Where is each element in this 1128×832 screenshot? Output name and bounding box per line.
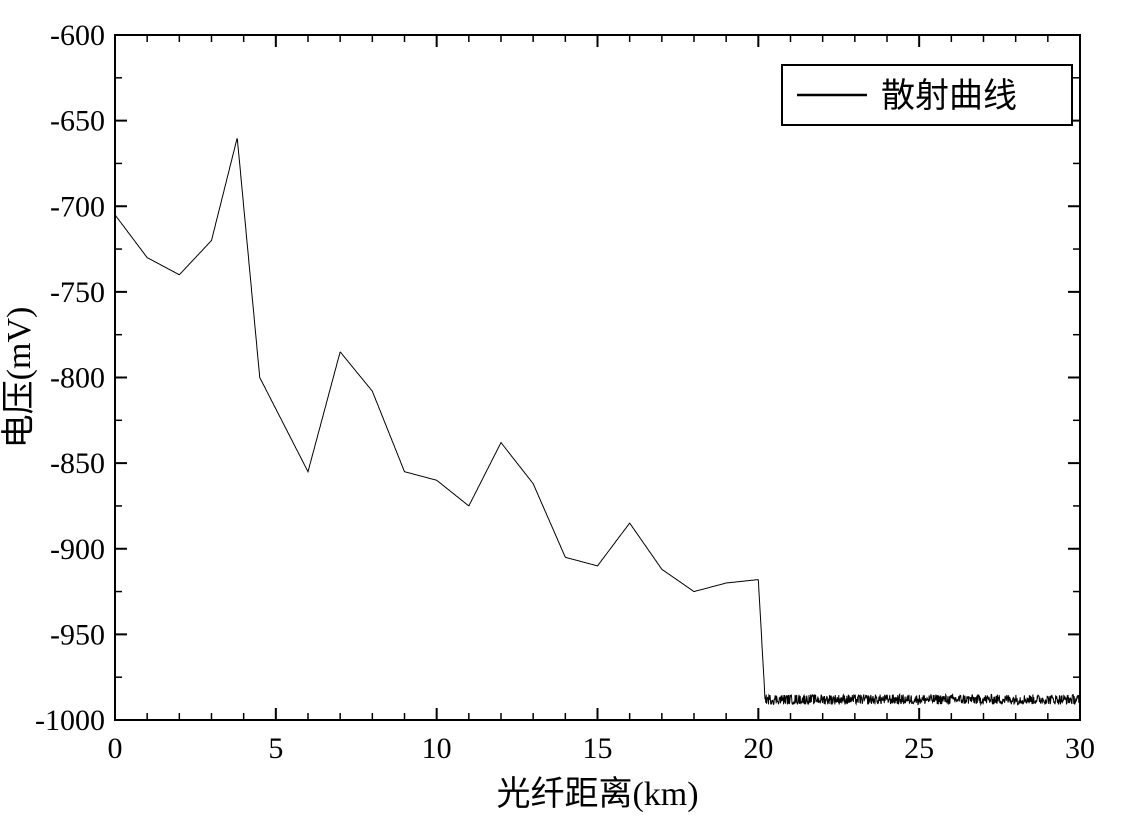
y-tick-label: -800 [50,362,105,395]
x-tick-label: 30 [1065,732,1095,765]
x-tick-label: 25 [904,732,934,765]
y-tick-label: -750 [50,276,105,309]
scatter-curve-chart: 0 5 10 15 20 25 30 -1000 -950 -900 -850 -800 -750 -70… [0,0,1128,832]
chart-container: 0 5 10 15 20 25 30 -1000 -950 -900 -850 -800 -750 -70… [0,0,1128,832]
y-tick-label: -700 [50,190,105,223]
x-tick-label: 20 [743,732,773,765]
x-tick-label: 10 [422,732,452,765]
y-tick-label: -1000 [35,704,105,737]
scatter-curve-line [115,139,1089,705]
data-series [115,139,1089,705]
x-tick-label: 5 [268,732,283,765]
y-axis-label: 电压(mV) [0,307,38,449]
x-tick-label: 15 [583,732,613,765]
x-axis-label: 光纤距离(km) [496,775,698,813]
x-tick-label: 0 [108,732,123,765]
y-tick-label: -650 [50,105,105,138]
legend-label: 散射曲线 [881,77,1017,115]
y-tick-label: -850 [50,447,105,480]
y-tick-label: -600 [50,19,105,52]
y-tick-label: -900 [50,533,105,566]
y-tick-label: -950 [50,618,105,651]
